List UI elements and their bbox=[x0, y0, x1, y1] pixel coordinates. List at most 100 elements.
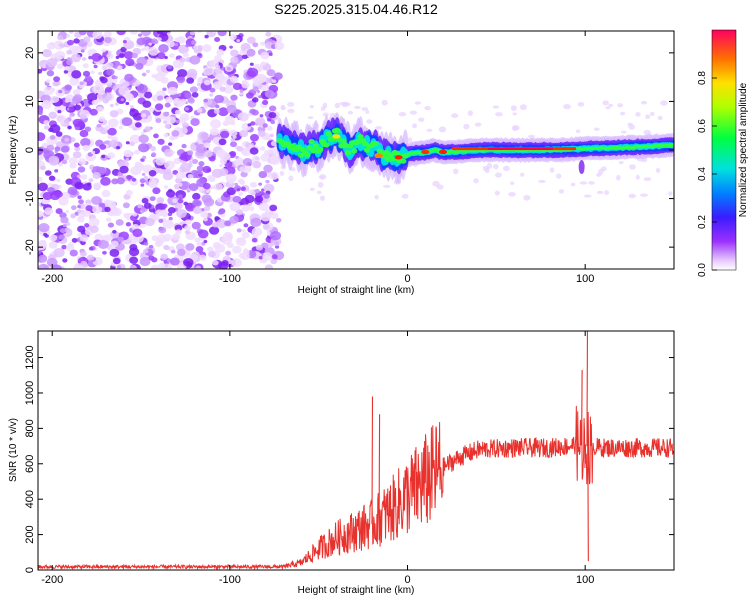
spectrogram-noise-cell bbox=[87, 182, 92, 186]
spectrogram-noise-cell bbox=[111, 178, 119, 185]
spectrogram-noise-cell bbox=[141, 72, 147, 77]
spectrogram-noise-cell bbox=[381, 99, 388, 106]
spectrogram-noise-cell bbox=[269, 155, 281, 165]
spectrogram-noise-cell bbox=[99, 144, 107, 150]
spectrogram-noise-cell bbox=[140, 183, 145, 187]
spectrogram-noise-cell bbox=[155, 118, 162, 124]
spectrogram-noise-cell bbox=[93, 64, 98, 69]
snr-ytick-label: 1000 bbox=[24, 381, 36, 405]
spectrogram-noise-cell bbox=[203, 217, 208, 222]
spectrogram-noise-cell bbox=[104, 36, 112, 44]
spectrogram-noise-cell bbox=[251, 155, 260, 163]
spectrogram-noise-cell bbox=[140, 31, 152, 37]
spectrogram-noise-cell bbox=[101, 189, 111, 198]
spectrogram-noise-cell bbox=[494, 190, 500, 196]
spectrogram-noise-cell bbox=[38, 201, 41, 206]
spectrogram-noise-cell bbox=[100, 176, 111, 186]
spectrogram-noise-cell bbox=[640, 193, 648, 197]
spectrogram-noise-cell bbox=[70, 205, 77, 211]
spectrogram-noise-cell bbox=[150, 38, 158, 45]
spectrogram-noise-cell bbox=[118, 86, 130, 96]
spectrogram-noise-cell bbox=[192, 199, 200, 206]
spectrogram-noise-cell bbox=[184, 92, 192, 99]
spectrogram-noise-cell bbox=[59, 228, 66, 234]
spectrogram-noise-cell bbox=[264, 264, 273, 269]
spectrogram-noise-cell bbox=[230, 56, 239, 64]
spectrogram-noise-cell bbox=[119, 165, 129, 174]
spectrogram-noise-cell bbox=[125, 141, 130, 145]
spectrogram-signal-cell bbox=[316, 147, 324, 153]
spectrogram-noise-cell bbox=[65, 34, 71, 38]
spectrogram-noise-cell bbox=[74, 45, 83, 53]
spectrogram-noise-cell bbox=[210, 119, 222, 129]
spectrogram-noise-cell bbox=[115, 55, 120, 59]
spectrogram-noise-cell bbox=[64, 84, 72, 91]
spectrogram-noise-cell bbox=[154, 72, 166, 82]
spectrogram-noise-cell bbox=[354, 105, 361, 110]
spectrogram-noise-cell bbox=[228, 179, 234, 185]
spectrogram-noise-cell bbox=[167, 40, 175, 48]
spectrogram-noise-cell bbox=[148, 107, 155, 113]
spectrogram-noise-cell bbox=[65, 209, 70, 214]
spectrogram-noise-cell bbox=[225, 99, 230, 103]
spectrogram-noise-cell bbox=[260, 61, 267, 67]
spectrogram-noise-cell bbox=[55, 208, 63, 215]
spectrogram-noise-cell bbox=[274, 41, 285, 51]
spectrogram-noise-cell bbox=[361, 107, 369, 112]
spectrogram-noise-cell bbox=[269, 231, 282, 241]
spectrogram-noise-cell bbox=[512, 112, 517, 116]
spectrogram-noise-cell bbox=[248, 144, 254, 149]
spectrogram-signal-cell bbox=[668, 143, 674, 147]
spectrogram-noise-cell bbox=[617, 103, 624, 108]
spectrogram-noise-cell bbox=[61, 159, 68, 165]
spectrogram-noise-cell bbox=[204, 34, 209, 39]
spectrogram-noise-cell bbox=[268, 52, 273, 57]
spectrogram-noise-cell bbox=[212, 260, 219, 266]
spectrogram-noise-cell bbox=[243, 248, 249, 253]
spectrogram-xtick-label: 100 bbox=[576, 273, 594, 285]
spectrogram-noise-cell bbox=[78, 31, 87, 36]
spectrogram-noise-cell bbox=[49, 234, 58, 242]
spectrogram-noise-cell bbox=[319, 195, 325, 201]
spectrogram-noise-cell bbox=[268, 111, 277, 119]
spectrogram-noise-cell bbox=[209, 93, 214, 97]
spectrogram-noise-cell bbox=[257, 130, 266, 137]
spectrogram-noise-cell bbox=[519, 104, 527, 111]
spectrogram-noise-cell bbox=[167, 206, 176, 214]
spectrogram-noise-cell bbox=[193, 170, 204, 179]
spectrogram-noise-cell bbox=[236, 39, 240, 43]
spectrogram-noise-cell bbox=[158, 43, 169, 53]
spectrogram-noise-cell bbox=[49, 135, 56, 140]
spectrogram-noise-cell bbox=[68, 115, 73, 119]
spectrogram-noise-cell bbox=[60, 145, 70, 153]
spectrogram-noise-cell bbox=[169, 53, 175, 58]
spectrogram-noise-cell bbox=[216, 218, 228, 229]
spectrogram-noise-cell bbox=[243, 223, 249, 228]
spectrogram-noise-cell bbox=[89, 166, 94, 170]
spectrogram-noise-cell bbox=[129, 31, 139, 35]
spectrogram-noise-cell bbox=[383, 184, 391, 188]
colorbar-tick-label: 0.8 bbox=[697, 71, 708, 85]
spectrogram-ytick-label: 10 bbox=[24, 95, 36, 107]
spectrogram-noise-cell bbox=[122, 39, 127, 44]
spectrogram-noise-cell bbox=[80, 174, 88, 180]
spectrogram-noise-cell bbox=[271, 79, 277, 84]
spectrogram-noise-cell bbox=[174, 43, 179, 47]
spectrogram-noise-cell bbox=[54, 50, 66, 60]
spectrogram-noise-cell bbox=[115, 219, 124, 226]
spectrogram-noise-cell bbox=[101, 154, 106, 159]
spectrogram-noise-cell bbox=[172, 198, 178, 204]
snr-xtick-label: -200 bbox=[41, 574, 63, 586]
spectrogram-noise-cell bbox=[317, 182, 324, 188]
spectrogram-noise-cell bbox=[106, 53, 114, 60]
spectrogram-noise-cell bbox=[156, 31, 164, 35]
spectrogram-noise-cell bbox=[616, 174, 621, 181]
spectrogram-noise-cell bbox=[66, 59, 73, 66]
spectrogram-noise-cell bbox=[73, 104, 81, 111]
spectrogram-noise-cell bbox=[196, 165, 204, 172]
spectrogram-noise-cell bbox=[202, 182, 211, 190]
spectrogram-noise-cell bbox=[140, 131, 145, 135]
spectrogram-noise-cell bbox=[41, 100, 52, 109]
spectrogram-noise-cell bbox=[148, 169, 157, 177]
spectrogram-noise-cell bbox=[147, 115, 153, 120]
